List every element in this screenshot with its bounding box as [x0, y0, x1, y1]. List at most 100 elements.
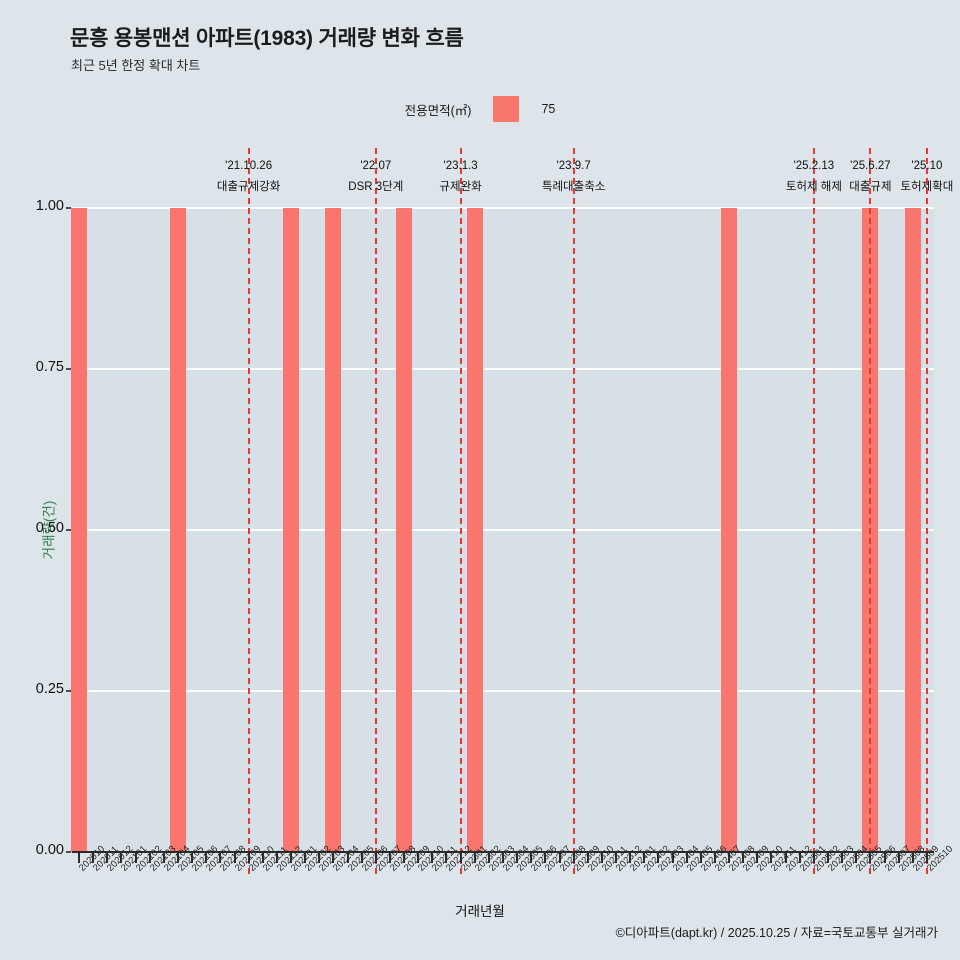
x-axis-tick-mark	[897, 852, 900, 863]
event-annotation: '25.10 토허제확대	[900, 160, 953, 194]
x-axis-tick-mark	[275, 852, 278, 863]
event-marker-line	[374, 148, 377, 874]
x-axis-tick-mark	[374, 852, 377, 863]
x-axis-tick-mark	[502, 852, 504, 863]
y-axis-tick-mark	[66, 207, 71, 209]
x-axis-title: 거래년월	[455, 904, 505, 919]
event-annotation-label: 규제완화	[439, 181, 482, 193]
bar[interactable]	[283, 208, 300, 852]
x-axis-tick-mark	[643, 852, 646, 863]
x-axis-tick-mark	[544, 852, 547, 863]
event-annotation: '25.2.13 토허제 해제	[786, 160, 842, 194]
event-annotation: '23.1.3 규제완화	[439, 160, 481, 194]
bar[interactable]	[169, 208, 186, 852]
x-axis-tick-mark	[855, 852, 858, 863]
x-axis-tick-mark	[883, 852, 886, 863]
x-axis-tick-mark	[162, 852, 165, 863]
x-axis-tick-mark	[629, 852, 632, 863]
event-marker-line	[869, 148, 872, 874]
x-axis-tick-mark	[671, 852, 674, 863]
event-annotation-label: 토허제 해제	[785, 181, 842, 193]
x-axis-tick-mark	[360, 852, 363, 863]
x-axis-tick-mark	[290, 852, 293, 863]
x-axis-tick-mark	[600, 852, 603, 863]
x-axis-tick-mark	[106, 852, 109, 863]
y-axis-tick-mark	[66, 690, 71, 692]
bar[interactable]	[71, 208, 88, 852]
x-axis-tick-mark	[431, 852, 434, 863]
y-axis-tick-label: 1.00	[35, 198, 64, 214]
x-axis-tick-mark	[445, 852, 448, 863]
event-annotation-date: '23.9.7	[556, 160, 591, 172]
x-axis-tick-mark	[148, 852, 151, 863]
x-axis-tick-mark	[841, 852, 844, 863]
x-axis-tick-mark	[812, 852, 815, 863]
plot-area: 거래량(건)	[41, 148, 934, 874]
y-axis-tick-label: 0.25	[35, 681, 64, 697]
event-marker-line	[459, 148, 462, 874]
event-annotation-label: 특례대출축소	[541, 181, 606, 193]
x-axis-tick-mark	[417, 852, 420, 863]
x-axis-tick-mark	[247, 852, 250, 863]
x-axis-tick-mark	[516, 852, 519, 863]
x-axis-tick-mark	[530, 852, 533, 863]
x-axis-tick-mark	[869, 852, 872, 863]
event-marker-line	[925, 148, 928, 874]
legend-swatch-75	[493, 96, 520, 122]
x-axis-tick-mark	[191, 852, 194, 863]
bar[interactable]	[325, 208, 342, 852]
x-axis-tick-mark	[304, 852, 307, 863]
x-axis-tick-mark	[798, 852, 801, 863]
x-axis-tick-mark	[657, 852, 660, 863]
x-axis-tick-mark	[713, 852, 716, 863]
event-annotation: '21.10.26 대출규제강화	[217, 160, 280, 194]
y-axis-tick-mark	[66, 529, 71, 531]
x-axis-tick-mark	[176, 852, 179, 863]
x-axis-tick-mark	[318, 852, 321, 863]
x-axis-tick-mark	[403, 852, 406, 863]
event-annotation-date: '25.10	[911, 160, 943, 172]
event-annotation-label: 대출규제강화	[216, 181, 281, 193]
event-annotation-date: '25.2.13	[793, 160, 835, 172]
x-axis-tick-mark	[925, 852, 928, 863]
event-annotation: '23.9.7 특례대출축소	[542, 160, 605, 194]
event-annotation-date: '23.1.3	[443, 160, 478, 172]
x-axis-tick-mark	[487, 852, 490, 863]
event-annotation-date: '22.07	[360, 160, 392, 172]
event-marker-line	[247, 148, 250, 874]
x-axis-tick-mark	[219, 852, 222, 863]
x-axis-tick-mark	[615, 852, 618, 863]
x-axis-tick-mark	[233, 852, 236, 863]
bar[interactable]	[904, 208, 921, 852]
y-axis-tick-label: 0.00	[35, 842, 64, 858]
x-axis-tick-mark	[770, 852, 773, 863]
legend-label-75: 75	[541, 102, 556, 116]
event-marker-line	[572, 148, 575, 874]
bar[interactable]	[466, 208, 483, 852]
bar[interactable]	[396, 208, 413, 852]
legend: 전용면적(㎡) 75	[0, 96, 960, 122]
x-axis-tick-mark	[332, 852, 335, 863]
y-axis-tick-mark	[66, 368, 71, 370]
x-axis-tick-mark	[572, 852, 575, 863]
bar[interactable]	[721, 208, 738, 852]
event-annotation-label: 토허제확대	[900, 181, 954, 193]
event-annotation-label: 대출규제	[849, 181, 892, 193]
x-axis-tick-mark	[685, 852, 688, 863]
x-axis-tick-mark	[459, 852, 462, 863]
grid-line	[72, 690, 934, 692]
event-annotation-label: DSR 3단계	[348, 181, 404, 193]
x-axis-tick-mark	[699, 852, 702, 863]
x-axis-tick-mark	[728, 852, 731, 863]
grid-line	[72, 368, 934, 370]
x-axis: 2020102020112020122021012021022021032021…	[72, 844, 955, 912]
y-axis-tick-label: 0.50	[35, 520, 64, 536]
x-axis-tick-mark	[92, 852, 95, 863]
page-title: 문흥 용봉맨션 아파트(1983) 거래량 변화 흐름	[70, 27, 464, 50]
x-axis-tick-mark	[473, 852, 476, 863]
x-axis-tick-mark	[911, 852, 914, 863]
event-annotation-date: '25.6.27	[850, 160, 891, 172]
event-annotation: '22.07 DSR 3단계	[348, 160, 403, 194]
grid-line	[72, 529, 934, 531]
x-axis-tick-mark	[346, 852, 349, 863]
